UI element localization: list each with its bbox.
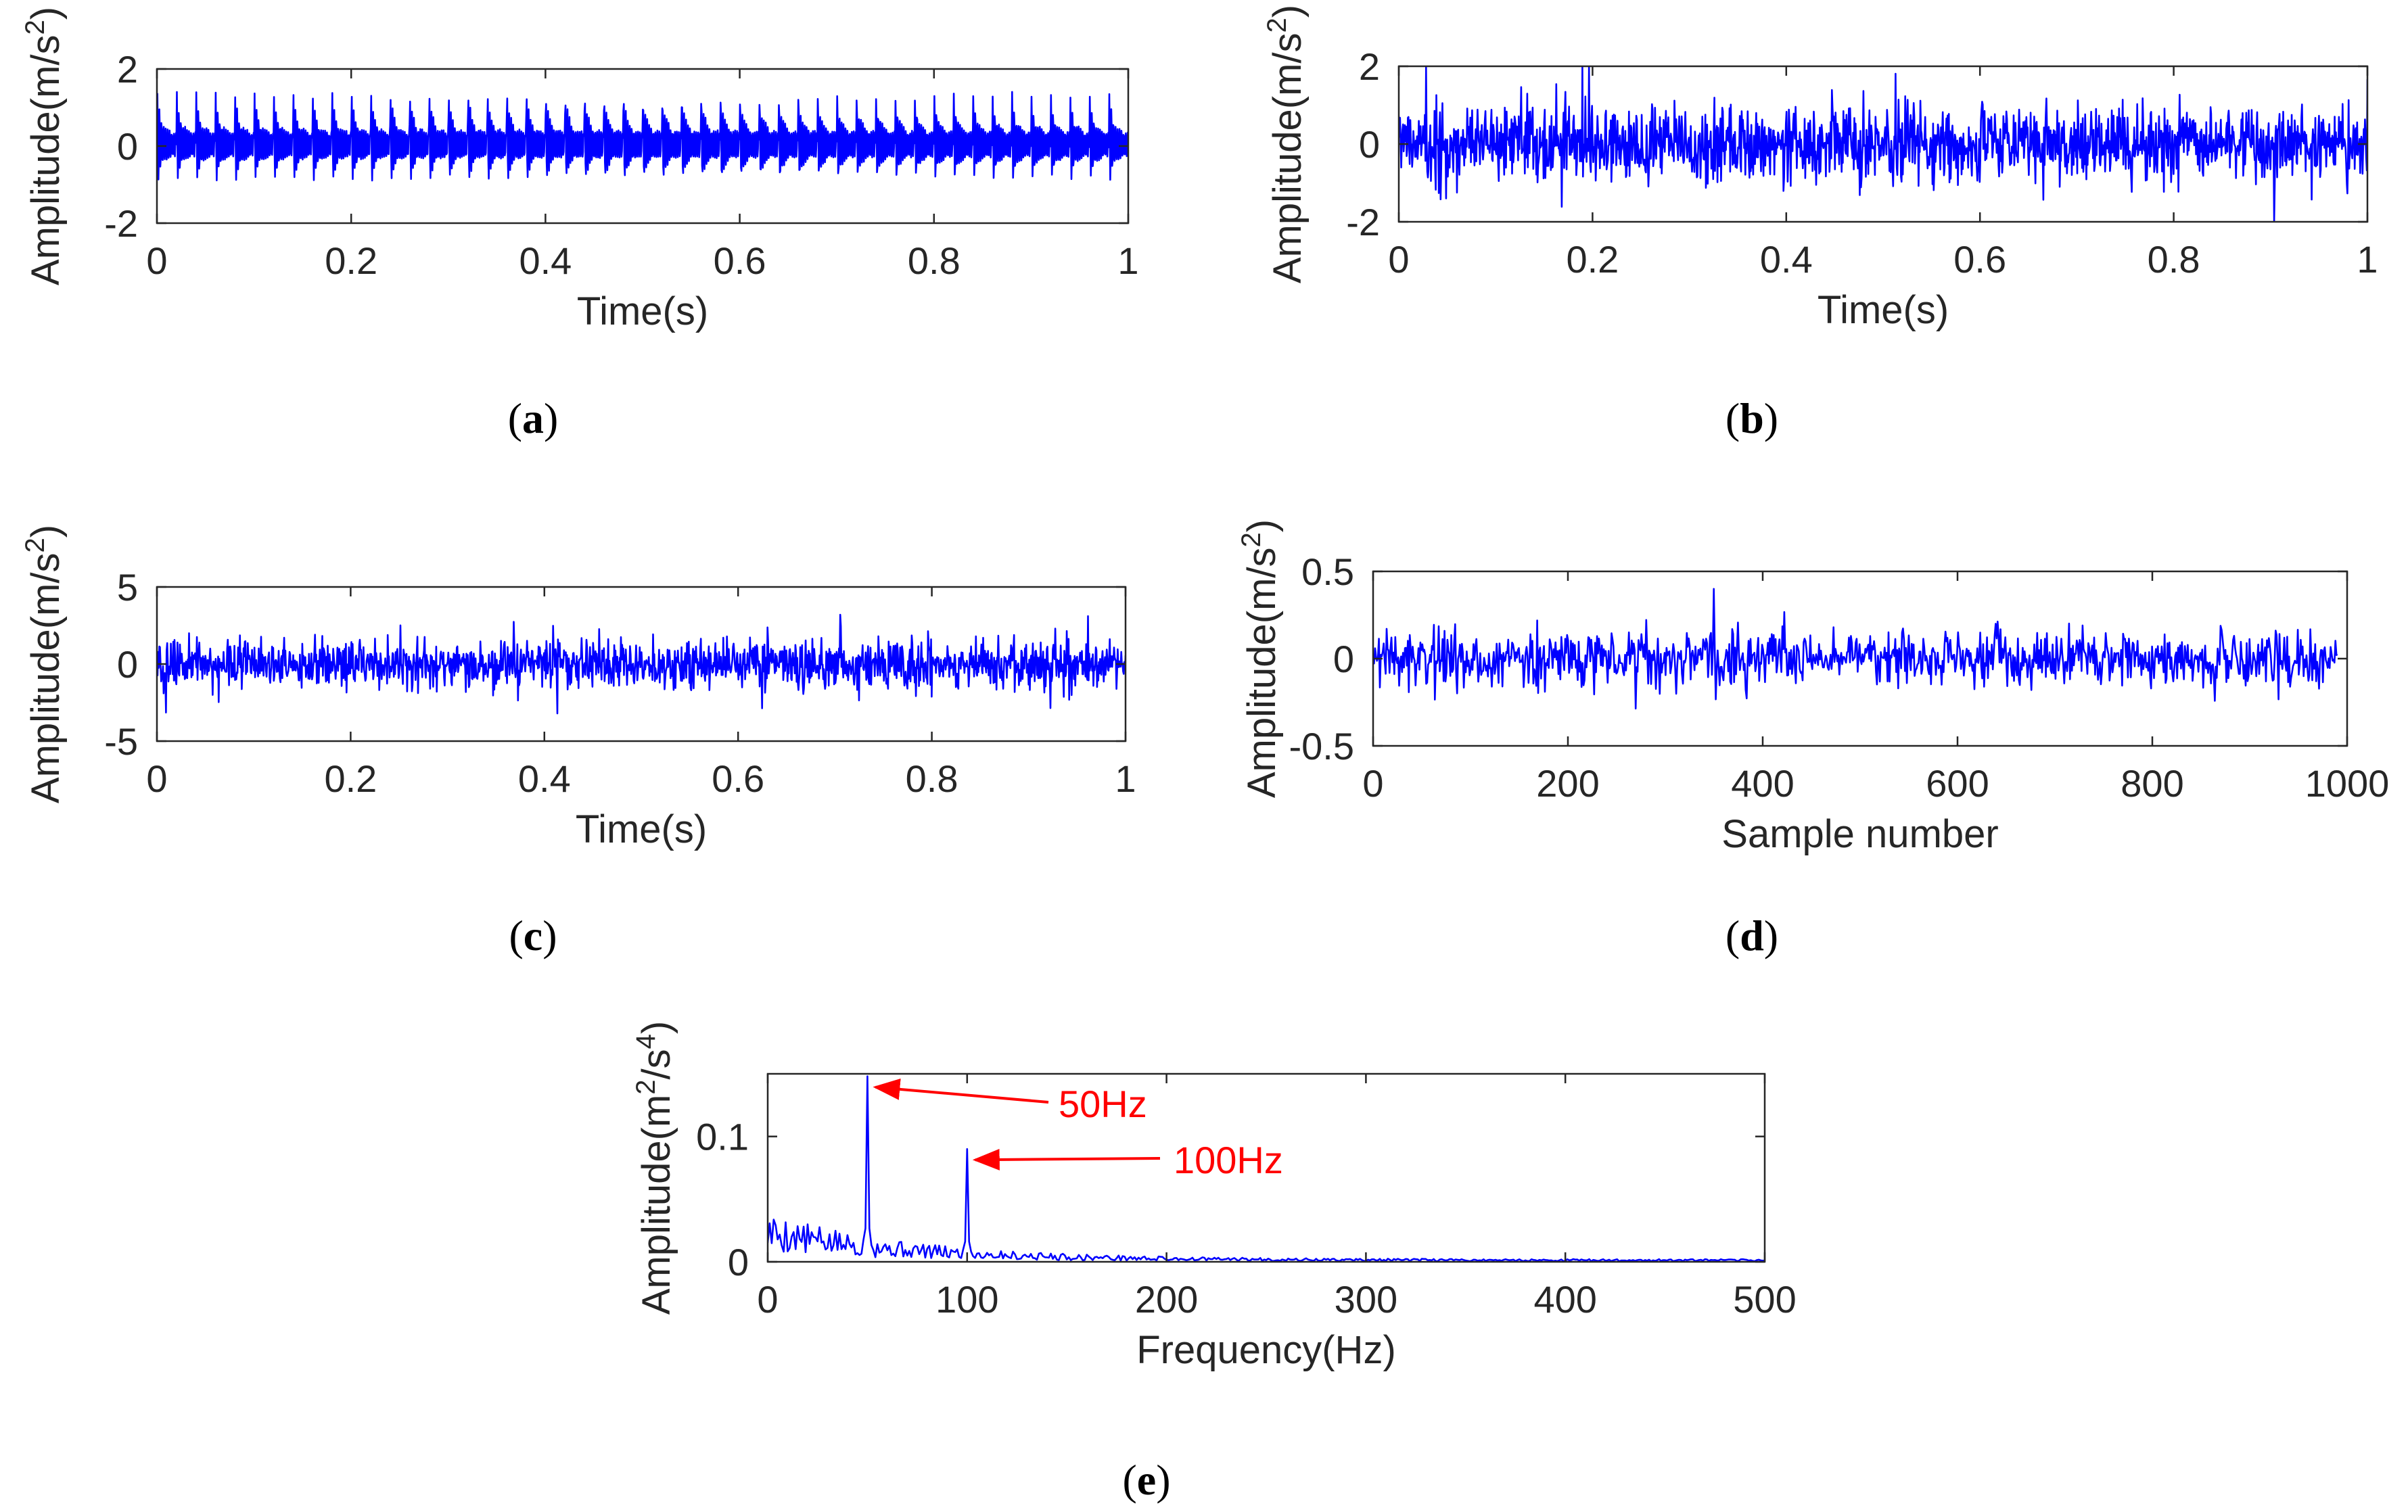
y-tick-label: 2 bbox=[117, 48, 138, 91]
y-tick-label: 0 bbox=[1333, 638, 1354, 680]
x-tick-label: 0.4 bbox=[518, 757, 571, 800]
series-line-e bbox=[768, 1075, 1765, 1262]
series-line-c bbox=[157, 613, 1126, 715]
x-tick-label: 400 bbox=[1533, 1278, 1596, 1321]
x-tick-label: 0.2 bbox=[325, 239, 377, 282]
annotation-arrow bbox=[873, 1078, 1049, 1104]
y-tick-label: 0 bbox=[728, 1241, 749, 1283]
series-line-a bbox=[157, 91, 1128, 182]
caption-d: (d) bbox=[1726, 912, 1778, 960]
x-tick-label: 1 bbox=[1117, 239, 1138, 282]
x-axis-label: Frequency(Hz) bbox=[1136, 1328, 1396, 1372]
y-axis-label: Amplitude(m/s2) bbox=[1236, 519, 1284, 798]
y-tick-label: 5 bbox=[117, 566, 138, 609]
x-tick-label: 0.6 bbox=[712, 757, 764, 800]
y-axis-label: Amplitude(m/s2) bbox=[20, 525, 68, 803]
x-tick-label: 0.2 bbox=[1566, 238, 1619, 281]
x-tick-label: 1 bbox=[2357, 238, 2378, 281]
panel-b: 0 0.2 0.4 0.6 0.8 1-202Time(s)Amplitude(m/s2)… bbox=[1262, 5, 2378, 442]
y-tick-label: -2 bbox=[1346, 201, 1380, 243]
x-axis-label: Time(s) bbox=[1817, 288, 1949, 332]
x-tick-label: 0.8 bbox=[908, 239, 960, 282]
x-tick-label: 0.6 bbox=[1953, 238, 2006, 281]
y-axis-label: Amplitude(m/s2) bbox=[1262, 5, 1310, 283]
series-line-b bbox=[1399, 66, 2367, 222]
y-axis-label: Amplitude(m2/s4) bbox=[631, 1021, 678, 1315]
caption-e: (e) bbox=[1122, 1456, 1170, 1504]
x-axis-label: Sample number bbox=[1721, 812, 1998, 856]
x-tick-label: 1 bbox=[1115, 757, 1136, 800]
caption-b: (b) bbox=[1726, 394, 1778, 442]
y-axis-label: Amplitude(m/s2) bbox=[20, 7, 68, 285]
x-tick-label: 0.6 bbox=[714, 239, 766, 282]
y-tick-label: 0 bbox=[1359, 123, 1380, 166]
caption-a: (a) bbox=[508, 394, 559, 442]
annotation-label: 50Hz bbox=[1059, 1083, 1147, 1125]
x-tick-label: 200 bbox=[1536, 762, 1599, 805]
panel-a: 0 0.2 0.4 0.6 0.8 1-202Time(s)Amplitude(m/s2)… bbox=[20, 7, 1139, 442]
axes-box-e bbox=[766, 1072, 1766, 1263]
y-tick-label: 0 bbox=[117, 125, 138, 168]
panel-c: 0 0.2 0.4 0.6 0.8 1-505Time(s)Amplitude(m/s2)… bbox=[20, 525, 1136, 960]
x-tick-label: 0 bbox=[1362, 762, 1383, 805]
y-tick-label: 0.1 bbox=[696, 1116, 749, 1158]
x-tick-label: 100 bbox=[935, 1278, 998, 1321]
y-tick-label: 2 bbox=[1359, 45, 1380, 88]
x-tick-label: 0 bbox=[146, 757, 167, 800]
annotation-arrow bbox=[972, 1148, 1161, 1171]
x-tick-label: 0.4 bbox=[519, 239, 572, 282]
x-tick-label: 300 bbox=[1335, 1278, 1397, 1321]
x-axis-label: Time(s) bbox=[576, 807, 707, 851]
panel-e: 0 100 200 300 400 500 0 0.1 Frequency(Hz) Amplitu… bbox=[631, 1021, 1797, 1504]
x-tick-label: 0.8 bbox=[2148, 238, 2200, 281]
x-tick-label: 0.8 bbox=[906, 757, 958, 800]
y-tick-label: 0.5 bbox=[1301, 550, 1354, 593]
series-line-d bbox=[1373, 588, 2338, 710]
x-tick-label: 500 bbox=[1733, 1278, 1796, 1321]
x-tick-label: 0 bbox=[757, 1278, 778, 1321]
x-tick-label: 0.4 bbox=[1760, 238, 1813, 281]
caption-c: (c) bbox=[509, 912, 557, 960]
x-axis-label: Time(s) bbox=[577, 289, 708, 333]
y-tick-label: -0.5 bbox=[1289, 725, 1355, 767]
x-tick-label: 0 bbox=[1388, 238, 1409, 281]
y-tick-label: -2 bbox=[104, 202, 138, 245]
x-tick-label: 400 bbox=[1731, 762, 1794, 805]
x-tick-label: 0.2 bbox=[324, 757, 377, 800]
x-tick-label: 200 bbox=[1135, 1278, 1198, 1321]
annotation-label: 100Hz bbox=[1174, 1139, 1283, 1181]
y-tick-label: -5 bbox=[104, 720, 138, 763]
x-tick-label: 1000 bbox=[2305, 762, 2390, 805]
x-tick-label: 600 bbox=[1926, 762, 1989, 805]
y-tick-label: 0 bbox=[117, 643, 138, 686]
x-tick-label: 800 bbox=[2121, 762, 2183, 805]
x-tick-label: 0 bbox=[146, 239, 167, 282]
